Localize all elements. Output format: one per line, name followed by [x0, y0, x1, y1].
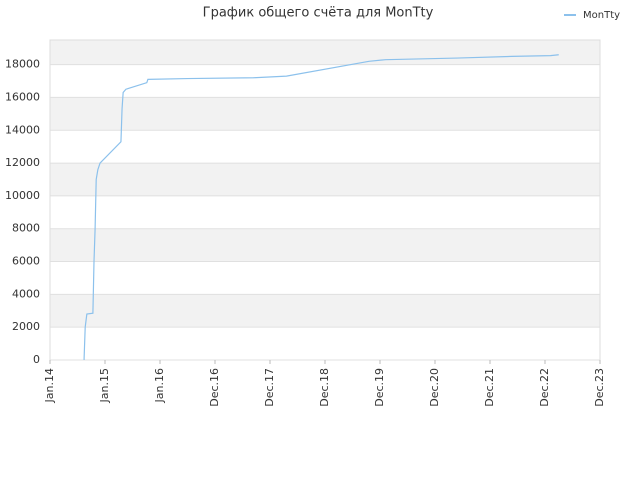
x-tick-label: Dec.18 [318, 368, 331, 407]
y-tick-label: 12000 [5, 156, 40, 169]
x-tick-label: Dec.21 [483, 368, 496, 407]
band [50, 40, 600, 65]
chart-title: График общего счёта для MonTty [203, 6, 434, 21]
y-tick-label: 14000 [5, 123, 40, 136]
y-tick-label: 2000 [12, 320, 40, 333]
x-tick-label: Dec.16 [208, 368, 221, 407]
y-tick-label: 10000 [5, 189, 40, 202]
band [50, 228, 600, 262]
x-tick-label: Jan.15 [98, 368, 111, 403]
y-tick-label: 4000 [12, 287, 40, 300]
y-tick-label: 18000 [5, 58, 40, 71]
band [50, 294, 600, 328]
band [50, 97, 600, 131]
y-tick-label: 0 [33, 353, 40, 366]
band [50, 163, 600, 196]
y-tick-label: 16000 [5, 90, 40, 103]
x-tick-label: Dec.19 [373, 368, 386, 407]
line [83, 54, 559, 360]
legend-label: MonTty [583, 10, 620, 21]
x-tick-label: Dec.23 [593, 368, 606, 407]
x-tick-label: Dec.22 [538, 368, 551, 407]
x-tick-label: Dec.20 [428, 368, 441, 407]
x-tick-label: Dec.17 [263, 368, 276, 407]
x-tick-label: Jan.14 [43, 368, 56, 403]
y-tick-label: 8000 [12, 222, 40, 235]
x-tick-label: Jan.16 [153, 368, 166, 403]
y-tick-label: 6000 [12, 255, 40, 268]
